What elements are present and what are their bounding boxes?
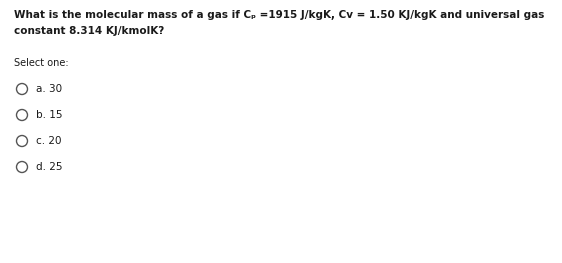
Text: a. 30: a. 30 <box>36 84 62 94</box>
Text: constant 8.314 KJ/kmolK?: constant 8.314 KJ/kmolK? <box>14 26 164 36</box>
Text: c. 20: c. 20 <box>36 136 61 146</box>
Text: d. 25: d. 25 <box>36 162 62 172</box>
Text: Select one:: Select one: <box>14 58 69 68</box>
Text: b. 15: b. 15 <box>36 110 62 120</box>
Text: What is the molecular mass of a gas if Cₚ =1915 J/kgK, Cv = 1.50 KJ/kgK and univ: What is the molecular mass of a gas if C… <box>14 10 545 20</box>
